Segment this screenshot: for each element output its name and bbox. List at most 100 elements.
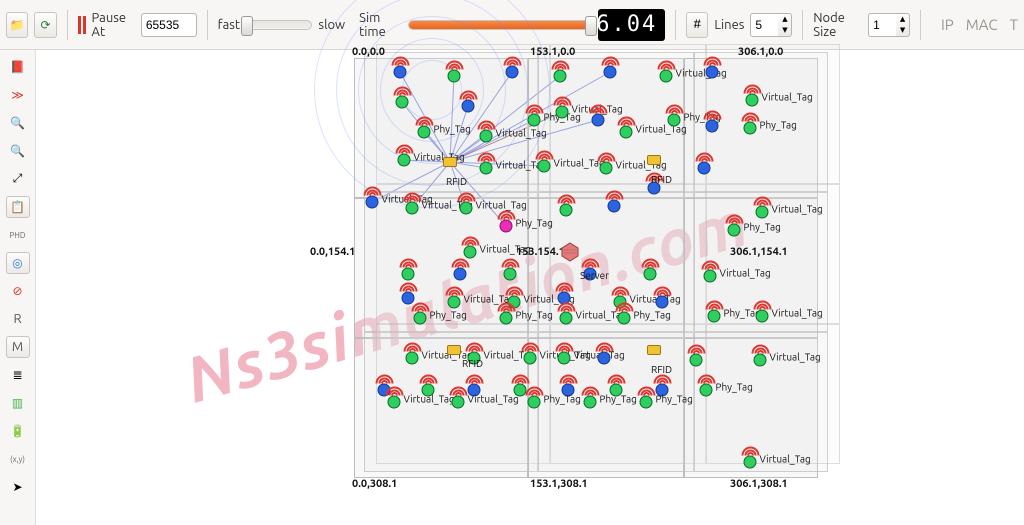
rfid-reader-icon[interactable] xyxy=(443,157,457,167)
network-node[interactable]: Virtual_Tag xyxy=(746,94,759,107)
network-node[interactable] xyxy=(448,70,461,83)
network-node[interactable] xyxy=(698,162,711,175)
battery-icon[interactable]: 🔋 xyxy=(6,420,30,442)
zoom-in-icon[interactable]: 🔍 xyxy=(6,112,30,134)
network-node[interactable]: Virtual_Tag xyxy=(538,160,551,173)
network-node[interactable] xyxy=(394,66,407,79)
chevron-up-icon[interactable]: ▲ xyxy=(778,14,791,25)
network-node[interactable]: Phy_Tag xyxy=(744,122,757,135)
chevron-down-icon[interactable]: ▼ xyxy=(778,25,791,36)
xy-label[interactable]: (x,y) xyxy=(6,448,30,470)
network-node[interactable] xyxy=(706,120,719,133)
stats-icon[interactable]: ≣ xyxy=(6,364,30,386)
simtime-slider[interactable] xyxy=(408,20,591,30)
network-node[interactable] xyxy=(560,204,573,217)
network-node[interactable] xyxy=(690,354,703,367)
phd-label[interactable]: PHD xyxy=(6,224,30,246)
network-node[interactable]: Phy_Tag xyxy=(640,396,653,409)
reload-button[interactable]: ⟳ xyxy=(34,12,56,38)
network-node[interactable]: Virtual_Tag xyxy=(704,270,717,283)
open-file-button[interactable]: 📁 xyxy=(6,12,28,38)
network-node[interactable]: Virtual_Tag xyxy=(480,162,493,175)
lines-input[interactable] xyxy=(750,13,778,37)
t-label[interactable]: T xyxy=(1010,16,1018,33)
rfid-reader-icon[interactable] xyxy=(647,345,661,355)
chevrons-icon[interactable]: ≫ xyxy=(6,84,30,106)
network-node[interactable]: Phy_Tag xyxy=(418,126,431,139)
network-node[interactable] xyxy=(644,268,657,281)
network-node[interactable] xyxy=(608,200,621,213)
network-node[interactable] xyxy=(598,352,611,365)
network-node[interactable]: Virtual_Tag xyxy=(524,352,537,365)
network-node[interactable]: Virtual_Tag xyxy=(756,310,769,323)
chevron-up-icon[interactable]: ▲ xyxy=(896,14,909,25)
server-icon[interactable] xyxy=(560,242,580,262)
network-node[interactable]: Phy_Tag xyxy=(584,396,597,409)
network-node[interactable]: Phy_Tag xyxy=(528,396,541,409)
m-letter[interactable]: M xyxy=(6,336,30,358)
nodesize-input[interactable] xyxy=(868,13,896,37)
network-node[interactable] xyxy=(592,114,605,127)
r-letter[interactable]: R xyxy=(6,308,30,330)
target-icon[interactable]: ◎ xyxy=(6,252,30,274)
network-node[interactable] xyxy=(656,296,669,309)
simtime-label: Sim time xyxy=(359,11,402,39)
network-node[interactable]: Virtual_Tag xyxy=(480,130,493,143)
zoom-out-icon[interactable]: 🔍 xyxy=(6,140,30,162)
chevron-down-icon[interactable]: ▼ xyxy=(896,25,909,36)
network-node[interactable]: Virtual_Tag xyxy=(600,162,613,175)
clipboard-icon[interactable]: 📋 xyxy=(6,196,30,218)
simulation-canvas[interactable]: Ns3simulation.com 0.0,0.0153.1,0.0306.1,… xyxy=(36,50,1024,525)
network-node[interactable]: Virtual_Tag xyxy=(556,106,569,119)
separator xyxy=(67,10,68,40)
network-node[interactable]: Phy_Tag xyxy=(500,312,513,325)
ip-label[interactable]: IP xyxy=(941,16,954,33)
network-node[interactable]: Virtual_Tag xyxy=(560,312,573,325)
cursor-icon[interactable]: ➤ xyxy=(6,476,30,498)
no-entry-icon[interactable]: ⊘ xyxy=(6,280,30,302)
nodesize-spinner[interactable]: ▲▼ xyxy=(868,13,910,37)
lines-spinner[interactable]: ▲▼ xyxy=(750,13,792,37)
network-node[interactable]: Virtual_Tag xyxy=(366,196,379,209)
network-node[interactable]: Virtual_Tag xyxy=(620,126,633,139)
network-node[interactable]: Phy_Tag xyxy=(668,114,681,127)
network-node[interactable]: Phy_Tag xyxy=(528,114,541,127)
network-node[interactable]: Phy_Tag xyxy=(500,220,513,233)
network-node[interactable]: Virtual_Tag xyxy=(406,352,419,365)
pause-at-input[interactable] xyxy=(141,13,197,37)
network-node[interactable] xyxy=(462,100,475,113)
network-node[interactable]: Virtual_Tag xyxy=(460,202,473,215)
network-node[interactable] xyxy=(604,66,617,79)
network-node[interactable] xyxy=(504,268,517,281)
network-node[interactable]: Virtual_Tag xyxy=(754,354,767,367)
pause-icon[interactable] xyxy=(78,16,86,34)
network-node[interactable] xyxy=(506,66,519,79)
network-node[interactable] xyxy=(554,70,567,83)
network-node[interactable]: Virtual_Tag xyxy=(558,352,571,365)
network-node[interactable]: Virtual_Tag xyxy=(660,70,673,83)
grid-button[interactable]: # xyxy=(686,12,708,38)
network-node[interactable]: Virtual_Tag xyxy=(448,296,461,309)
mac-label[interactable]: MAC xyxy=(966,16,998,33)
network-node[interactable]: Phy_Tag xyxy=(414,312,427,325)
network-node[interactable]: Virtual_Tag xyxy=(388,396,401,409)
rfid-reader-icon[interactable] xyxy=(447,345,461,355)
network-node[interactable]: Virtual_Tag xyxy=(756,206,769,219)
network-node[interactable]: Virtual_Tag xyxy=(452,396,465,409)
network-node[interactable]: Phy_Tag xyxy=(618,312,631,325)
network-node[interactable] xyxy=(454,268,467,281)
network-node[interactable]: Phy_Tag xyxy=(708,310,721,323)
network-node[interactable]: Phy_Tag xyxy=(728,224,741,237)
grid-cell xyxy=(706,324,840,464)
bars-icon[interactable]: ▥ xyxy=(6,392,30,414)
network-node[interactable]: Virtual_Tag xyxy=(398,154,411,167)
network-node[interactable]: Virtual_Tag xyxy=(406,202,419,215)
network-node[interactable]: Virtual_Tag xyxy=(744,456,757,469)
rfid-reader-icon[interactable] xyxy=(647,155,661,165)
expand-icon[interactable]: ⤢ xyxy=(6,168,30,190)
book-icon[interactable]: 📕 xyxy=(6,56,30,78)
network-node[interactable] xyxy=(396,96,409,109)
network-node[interactable]: Phy_Tag xyxy=(700,384,713,397)
speed-slider[interactable] xyxy=(246,20,312,30)
network-node[interactable] xyxy=(706,66,719,79)
